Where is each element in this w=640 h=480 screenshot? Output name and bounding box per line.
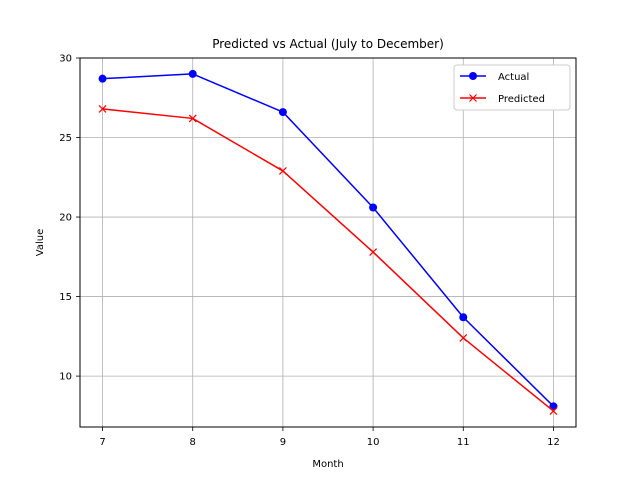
series-line-actual [102, 73, 554, 407]
x-tick-label: 10 [367, 437, 380, 448]
data-point-predicted [278, 167, 287, 175]
data-point-predicted [369, 248, 378, 256]
series-line-predicted [102, 108, 554, 412]
y-tick-label: 10 [59, 372, 72, 383]
x-tick-label: 7 [99, 437, 105, 448]
chart-title: Predicted vs Actual (July to December) [212, 37, 444, 51]
data-point-predicted [459, 334, 468, 342]
data-point-actual [459, 313, 468, 322]
x-axis-label: Month [312, 459, 343, 470]
data-point-actual [188, 69, 197, 78]
series [98, 69, 558, 416]
x-tick-label: 12 [547, 437, 560, 448]
y-tick-label: 15 [59, 292, 72, 303]
legend-predicted-label: Predicted [498, 94, 545, 105]
data-point-actual [278, 108, 287, 117]
x-tick-label: 8 [190, 437, 196, 448]
data-point-predicted [549, 407, 558, 416]
data-point-actual [98, 74, 107, 83]
x-tick-label: 11 [457, 437, 470, 448]
legend: Actual Predicted [453, 64, 571, 111]
data-point-predicted [188, 114, 197, 123]
y-axis-label: Value [35, 229, 46, 256]
legend-actual-marker [469, 72, 477, 80]
y-tick-label: 20 [59, 213, 72, 224]
series-predicted [98, 104, 558, 416]
legend-predicted-marker [469, 94, 477, 102]
y-tick-label: 30 [59, 54, 72, 65]
y-axis-ticks: 10 15 20 25 30 [59, 54, 80, 383]
legend-actual-label: Actual [498, 72, 529, 83]
data-point-actual [369, 203, 378, 212]
x-axis-ticks: 7 8 9 10 11 12 [99, 427, 560, 448]
plot-frame [79, 57, 577, 428]
data-point-predicted [98, 104, 107, 113]
y-tick-label: 25 [59, 133, 72, 144]
x-tick-label: 9 [280, 437, 286, 448]
